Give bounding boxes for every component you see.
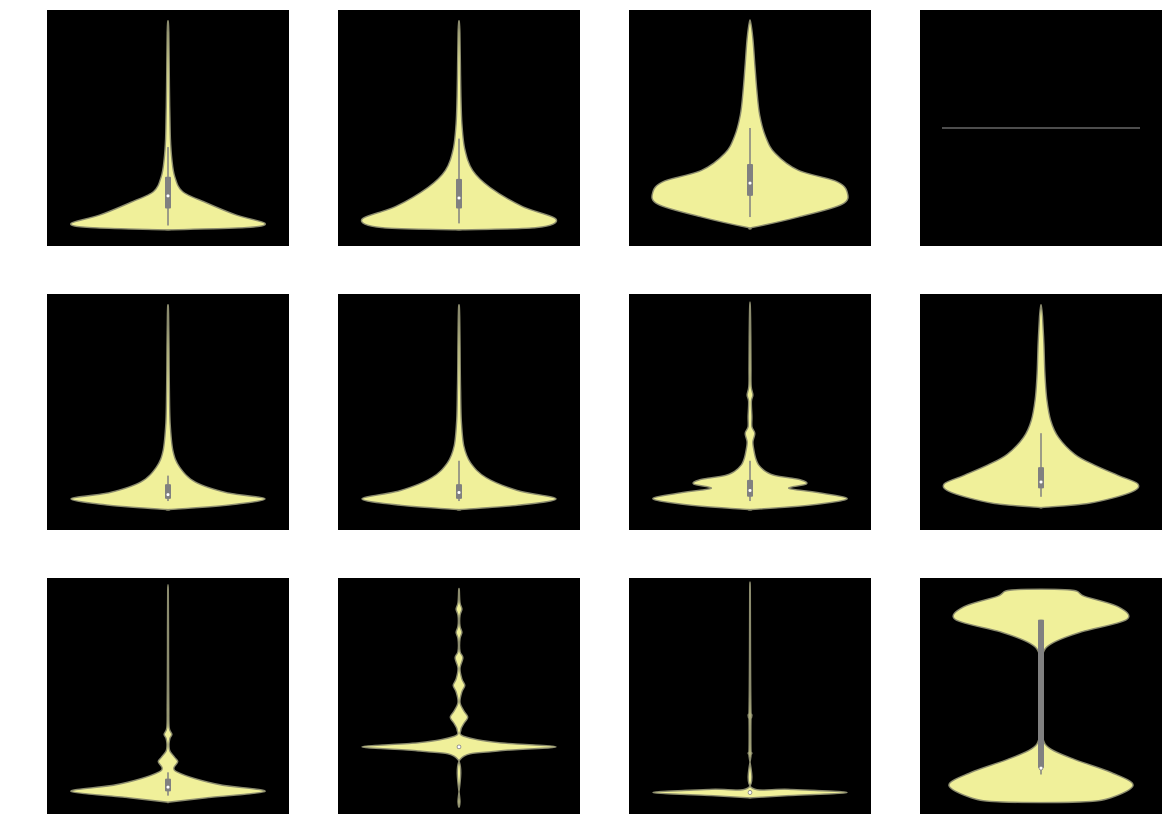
violin-plot-area (942, 127, 1140, 129)
violin-body (652, 581, 848, 799)
violin-body (361, 587, 557, 809)
violin-panel-9 (47, 578, 289, 814)
violin-panel-6 (338, 294, 580, 530)
violin-plot-area (70, 583, 266, 804)
quartile-box (747, 164, 753, 196)
violin-plot-area (651, 19, 849, 230)
violin-panel-7 (629, 294, 871, 530)
violin-body (70, 19, 266, 231)
violin-plot-area (652, 301, 848, 511)
violin-panel-10 (338, 578, 580, 814)
violin-plot-area (361, 587, 557, 809)
median-marker (165, 193, 171, 199)
violin-plot-area (361, 303, 557, 511)
violin-body (942, 303, 1140, 509)
violin-panel-4 (920, 10, 1162, 246)
median-marker (1038, 765, 1044, 771)
median-marker (165, 784, 171, 790)
quartile-box (456, 178, 462, 209)
median-marker (1038, 479, 1044, 485)
median-marker (165, 492, 171, 497)
violin-panel-2 (338, 10, 580, 246)
violin-body (70, 303, 266, 511)
quartile-box (165, 176, 171, 209)
violin-panel-11 (629, 578, 871, 814)
violin-plot-area (948, 588, 1134, 804)
violin-panel-5 (47, 294, 289, 530)
violin-body (360, 19, 558, 231)
violin-panel-3 (629, 10, 871, 246)
median-marker (456, 744, 462, 750)
violin-plot-area (70, 303, 266, 511)
violin-plot-area (942, 303, 1140, 509)
quartile-box (1038, 467, 1044, 489)
violin-panel-1 (47, 10, 289, 246)
violin-plot-area (360, 19, 558, 231)
median-marker (747, 180, 753, 186)
median-marker (456, 195, 462, 201)
violin-body (70, 583, 266, 804)
median-marker (456, 490, 462, 495)
violin-plot-area (70, 19, 266, 231)
quartile-box (1038, 619, 1044, 769)
violin-panel-12 (920, 578, 1162, 814)
violin-panel-8 (920, 294, 1162, 530)
violin-plot-area (652, 581, 848, 799)
violin-body (652, 301, 848, 511)
violin-body (651, 19, 849, 230)
median-marker (747, 790, 753, 795)
violin-body (361, 303, 557, 511)
median-marker (747, 488, 753, 493)
